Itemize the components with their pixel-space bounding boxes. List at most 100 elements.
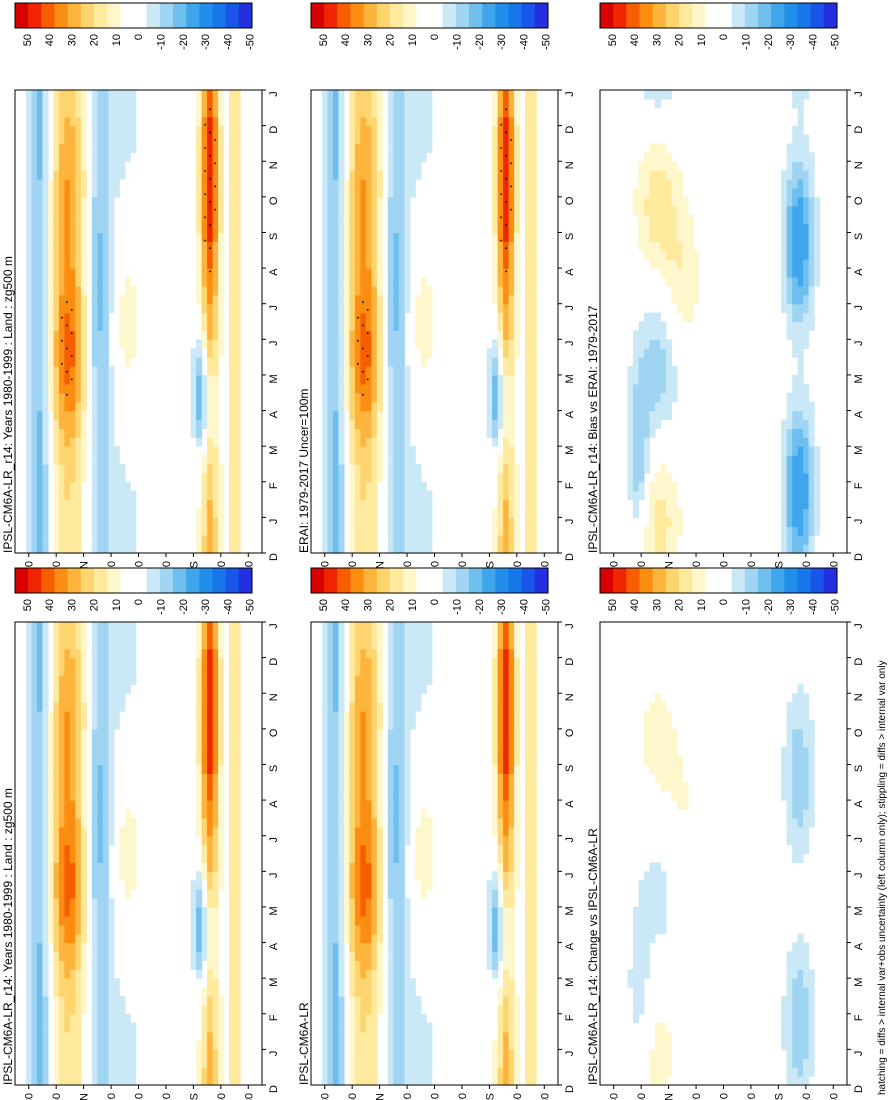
heatmap-cell — [332, 312, 340, 323]
heatmap-cell — [218, 844, 225, 855]
heatmap-cell — [530, 924, 537, 935]
colorbar-swatch — [186, 3, 200, 28]
heatmap-cell — [218, 835, 225, 846]
heatmap-cell — [508, 933, 515, 944]
heatmap-cell — [201, 223, 208, 234]
heatmap-cell — [338, 1004, 345, 1015]
heatmap-cell — [387, 428, 394, 438]
heatmap-cell — [354, 969, 361, 979]
heatmap-cell — [503, 339, 510, 349]
heatmap-cell — [53, 294, 60, 305]
heatmap-cell — [376, 915, 383, 926]
heatmap-cell — [42, 410, 49, 421]
heatmap-cell — [327, 303, 334, 314]
heatmap-cell — [102, 728, 109, 739]
heatmap-cell — [371, 374, 378, 385]
heatmap-cell — [360, 294, 367, 305]
heatmap-cell — [196, 898, 203, 908]
heatmap-cell — [387, 906, 394, 917]
heatmap-cell — [229, 764, 236, 774]
colorbar-swatch — [28, 568, 42, 593]
heatmap-cell — [91, 951, 98, 961]
heatmap-cell — [525, 170, 532, 180]
heatmap-cell — [387, 419, 394, 429]
colorbar-label: -30 — [200, 599, 212, 615]
heatmap-cell — [234, 880, 241, 890]
heatmap-cell — [97, 223, 104, 234]
heatmap-cell — [234, 259, 241, 269]
colorbar-label: -20 — [178, 599, 190, 615]
heatmap-cell — [69, 152, 76, 162]
heatmap-cell — [196, 657, 203, 668]
heatmap-cell — [80, 250, 87, 260]
heatmap-cell — [64, 517, 71, 527]
heatmap-cell — [97, 898, 104, 908]
heatmap-cell — [42, 684, 49, 694]
heatmap-cell — [130, 880, 137, 890]
heatmap-cell — [404, 906, 411, 917]
heatmap-cell — [360, 782, 367, 792]
heatmap-cell — [97, 490, 104, 501]
heatmap-cell — [64, 1058, 71, 1068]
heatmap-cell — [525, 143, 532, 153]
heatmap-cell — [514, 844, 521, 855]
heatmap-cell — [80, 693, 87, 703]
heatmap-cell — [332, 782, 340, 792]
heatmap-cell — [398, 481, 405, 492]
heatmap-cell — [25, 134, 33, 145]
heatmap-cell — [201, 684, 208, 694]
heatmap-cell — [42, 214, 49, 225]
heatmap-cell — [503, 702, 510, 712]
heatmap-cell — [354, 684, 361, 694]
heatmap-cell — [492, 294, 499, 305]
heatmap-cell — [393, 853, 400, 864]
heatmap-cell — [212, 898, 219, 908]
heatmap-cell — [338, 995, 345, 1006]
heatmap-cell — [514, 179, 521, 189]
heatmap-cell — [234, 401, 241, 412]
heatmap-cell — [508, 223, 515, 234]
heatmap-cell — [207, 880, 214, 890]
heatmap-cell — [212, 383, 219, 394]
heatmap-cell — [365, 1049, 372, 1059]
heatmap-cell — [530, 648, 537, 659]
heatmap-cell — [327, 517, 334, 527]
heatmap-cell — [332, 134, 340, 145]
heatmap-cell — [349, 401, 356, 412]
heatmap-cell — [409, 987, 416, 997]
heatmap-cell — [31, 428, 38, 438]
heatmap-cell — [42, 924, 49, 935]
heatmap-cell — [75, 693, 82, 703]
heatmap-cell — [508, 684, 515, 694]
colorbar-label: -50 — [245, 34, 257, 50]
heatmap-cell — [69, 639, 76, 650]
heatmap-cell — [327, 693, 334, 703]
heatmap-cell — [234, 223, 241, 234]
heatmap-cell — [376, 152, 383, 162]
heatmap-cell — [415, 1031, 422, 1042]
heatmap-cell — [218, 1013, 225, 1024]
heatmap-cell — [58, 250, 65, 260]
heatmap-cell — [365, 187, 372, 198]
heatmap-cell — [387, 268, 394, 278]
heatmap-cell — [196, 666, 203, 677]
heatmap-cell — [108, 817, 115, 828]
heatmap-cell — [234, 276, 241, 287]
heatmap-cell — [393, 170, 400, 180]
heatmap-cell — [321, 666, 329, 677]
heatmap-cell — [393, 134, 400, 145]
heatmap-cell — [360, 666, 367, 677]
heatmap-cell — [327, 639, 334, 650]
heatmap-cell — [124, 889, 131, 899]
heatmap-cell — [393, 419, 400, 429]
heatmap-cell — [97, 303, 104, 314]
heatmap-cell — [218, 871, 225, 881]
heatmap-cells — [25, 90, 241, 554]
heatmap-cell — [525, 214, 532, 225]
heatmap-cell — [119, 1058, 126, 1068]
heatmap-cell — [47, 303, 55, 314]
heatmap-cell — [525, 817, 532, 828]
heatmap-cell — [327, 1076, 334, 1086]
colorbar-label: 0 — [133, 34, 145, 40]
heatmap-cell — [119, 463, 126, 474]
